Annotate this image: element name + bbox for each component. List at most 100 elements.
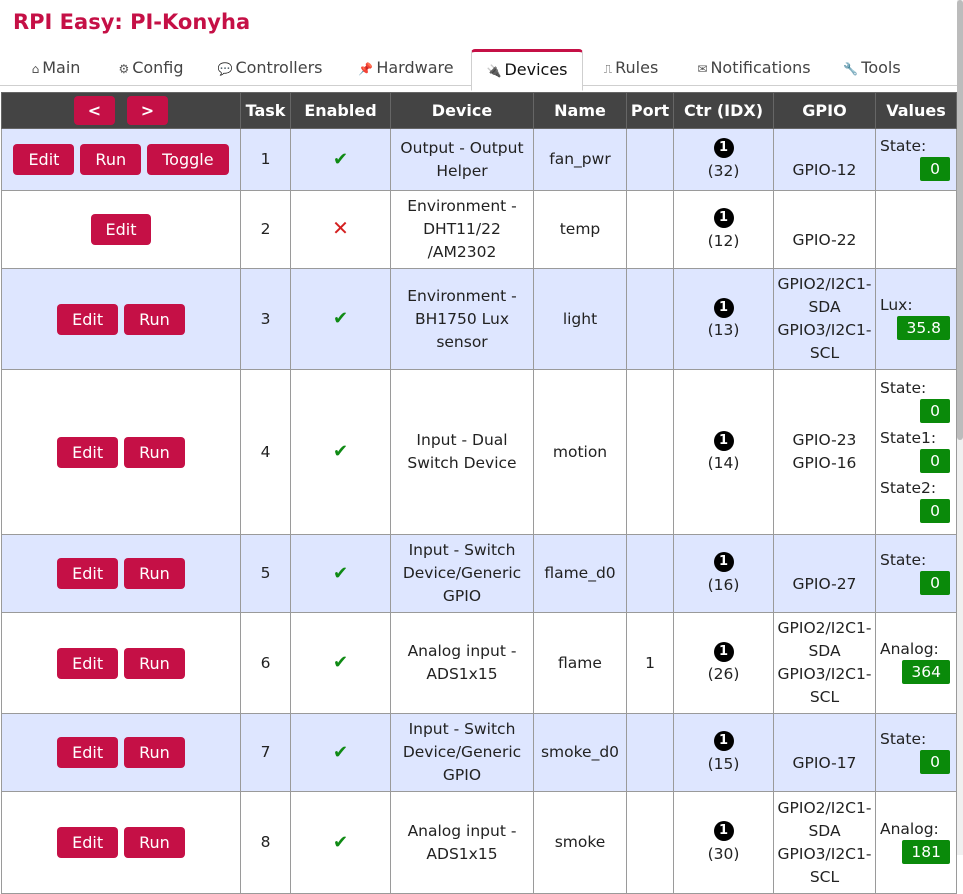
device-name: light [533,268,627,370]
edit-button[interactable]: Edit [57,436,119,468]
gpio-line: GPIO-27 [792,575,857,593]
actions-cell: Edit Run [1,713,241,792]
values-cell: Analog: 364 [875,612,957,714]
value-label: Analog: [880,640,939,658]
device-type-line: sensor [436,332,488,351]
task-number: 1 [240,128,291,191]
value-label: State: [880,550,927,569]
controller-number-icon: 1 [713,552,734,572]
scrollbar-thumb[interactable] [957,0,963,440]
edit-button[interactable]: Edit [57,647,119,679]
edit-button[interactable]: Edit [13,144,75,175]
speech-bubble-icon: 💬 [217,62,233,76]
controller-idx: (14) [707,454,740,472]
table-row: Edit Run 7 ✔ Input - Switch Device/Generic GPI… [1,713,957,792]
gpio-cell: GPIO-12 [773,128,876,191]
tab-devices[interactable]: 🔌 Devices [471,49,583,91]
task-number: 8 [240,791,291,894]
device-name: flame_d0 [533,534,627,613]
value-item: State2: 0 [880,477,950,527]
controller-idx: (32) [707,161,740,180]
value-badge: 35.8 [897,316,950,340]
device-type-line: Output - Output [400,138,524,157]
device-type-line: GPIO [442,766,482,784]
vertical-scrollbar[interactable] [957,0,963,855]
device-type-line: Helper [436,161,488,180]
task-number: 5 [240,534,291,613]
rules-icon: ⎍ [603,62,613,76]
values-cell: State: 0 [875,534,957,613]
device-name: fan_pwr [533,128,627,191]
gpio-line: GPIO-17 [792,754,857,772]
device-type-line: Device/Generic [402,564,522,582]
header-port: Port [626,92,674,129]
values-cell: Analog: 181 [875,791,957,894]
run-button[interactable]: Run [124,303,185,335]
gpio-cell: GPIO2/I2C1- SDA GPIO3/I2C1- SCL [773,612,876,714]
toggle-button[interactable]: Toggle [147,144,229,175]
tab-controllers[interactable]: 💬 Controllers [210,48,330,85]
value-item: Lux: 35.8 [880,294,950,344]
controller-cell: 1 (15) [673,713,774,792]
task-number: 4 [240,369,291,535]
wrench-icon: 🔧 [843,62,859,76]
controller-idx: (26) [707,665,740,683]
gpio-line: GPIO2/I2C1- [777,798,872,817]
controller-cell: 1 (12) [673,190,774,269]
controller-badge-line: 1 [676,820,771,843]
actions-cell: Edit Run Toggle [1,128,241,191]
controller-number-icon: 1 [713,731,734,751]
actions-cell: Edit Run [1,268,241,370]
app-title: RPI Easy: PI-Konyha [13,10,251,34]
controller-number-icon: 1 [713,138,734,158]
prev-page-button[interactable]: < [73,96,116,125]
gpio-line: SCL [809,867,840,886]
tab-notifications[interactable]: ✉ Notifications [686,48,822,85]
device-type-line: ADS1x15 [426,665,498,683]
tab-label: Rules [615,58,659,77]
gpio-line: GPIO-12 [792,161,857,179]
value-badge: 181 [902,839,950,864]
gpio-line: GPIO3/I2C1- [777,665,872,683]
task-number: 2 [240,190,291,269]
run-button[interactable]: Run [124,436,185,468]
tab-config[interactable]: ⚙ Config [108,48,194,85]
pushpin-icon: 📌 [358,62,374,76]
table-row: Edit Run 8 ✔ Analog input - ADS1x15 smoke 1 (30)… [1,791,957,894]
header-task: Task [240,92,291,129]
edit-button[interactable]: Edit [90,214,152,245]
edit-button[interactable]: Edit [57,558,119,589]
edit-button[interactable]: Edit [57,827,119,858]
gpio-line: SDA [808,821,841,840]
run-button[interactable]: Run [80,144,142,175]
tab-hardware[interactable]: 📌 Hardware [348,48,464,85]
value-label: Lux: [880,296,913,314]
gpio-line: GPIO3/I2C1- [777,844,872,863]
gpio-cell: GPIO2/I2C1- SDA GPIO3/I2C1- SCL [773,791,876,894]
tab-main[interactable]: ⌂ Main [20,48,92,85]
run-button[interactable]: Run [124,737,185,768]
table-row: Edit Run 6 ✔ Analog input - ADS1x15 flame 1 1 (26… [1,612,957,714]
edit-button[interactable]: Edit [57,737,119,768]
tab-label: Main [42,58,81,77]
tab-rules[interactable]: ⎍ Rules [592,48,670,85]
run-button[interactable]: Run [124,647,185,679]
value-label: State: [880,729,927,748]
edit-button[interactable]: Edit [57,303,119,335]
device-cell: Input - Switch Device/Generic GPIO [390,713,534,792]
port-cell: 1 [626,612,674,714]
controller-idx: (12) [707,231,740,250]
enabled-cell: ✔ [290,534,391,613]
controller-idx: (30) [707,844,740,863]
device-type-line: ADS1x15 [426,844,498,863]
check-icon: ✔ [332,652,349,673]
next-page-button[interactable]: > [126,96,169,125]
run-button[interactable]: Run [124,827,185,858]
value-label: State1: [880,429,937,447]
values-cell: State: 0 State1: 0 State2: 0 [875,369,957,535]
tab-tools[interactable]: 🔧 Tools [834,48,910,85]
run-button[interactable]: Run [124,558,185,589]
enabled-cell: ✔ [290,791,391,894]
header-ctr-idx: Ctr (IDX) [673,92,774,129]
value-item: Analog: 364 [880,638,950,688]
